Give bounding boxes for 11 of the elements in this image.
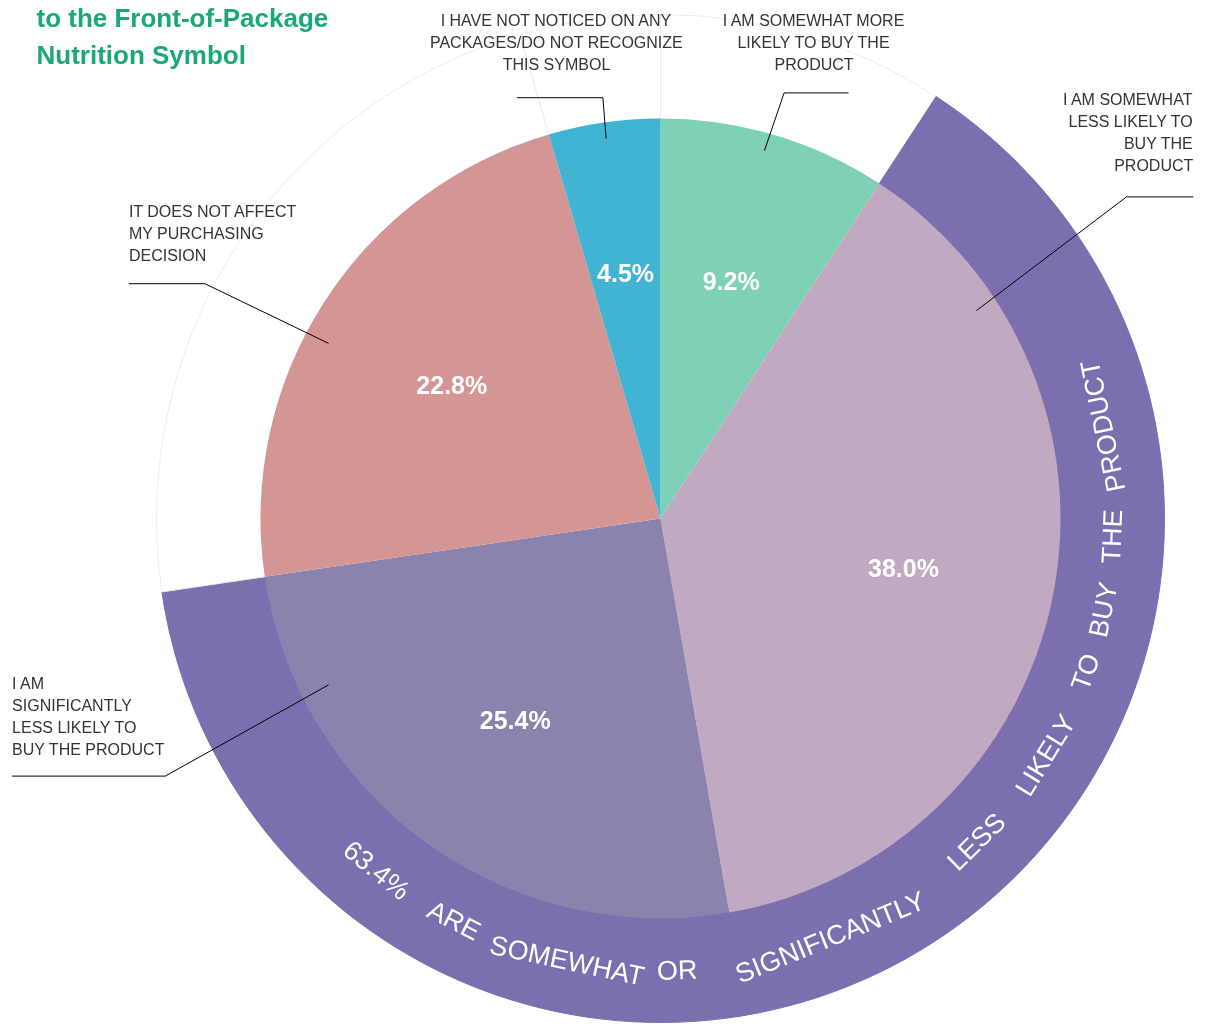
data-label: 4.5% (597, 258, 655, 287)
chart-title: to the Front-of-Package Nutrition Symbol (36, 2, 329, 70)
slice-label: I AM SOMEWHAT LESS LIKELY TO BUY THE PRODUCT (1062, 90, 1194, 175)
data-label: 9.2% (702, 266, 760, 295)
slice-label: I HAVE NOT NOTICED ON ANY PACKAGES/DO NOT RECOGNIZE THIS SYMBOL (429, 11, 683, 73)
data-label: 25.4% (479, 705, 551, 734)
data-label: 22.8% (416, 370, 488, 399)
slice-label: I AM SIGNIFICANTLY LESS LIKELY TO BUY THE PRODUCT (12, 674, 165, 759)
slice-label: IT DOES NOT AFFECT MY PURCHASING DECISION (128, 202, 297, 264)
slice-label: I AM SOMEWHAT MORE LIKELY TO BUY THE PRODUCT (722, 11, 905, 73)
data-label: 38.0% (867, 554, 939, 583)
